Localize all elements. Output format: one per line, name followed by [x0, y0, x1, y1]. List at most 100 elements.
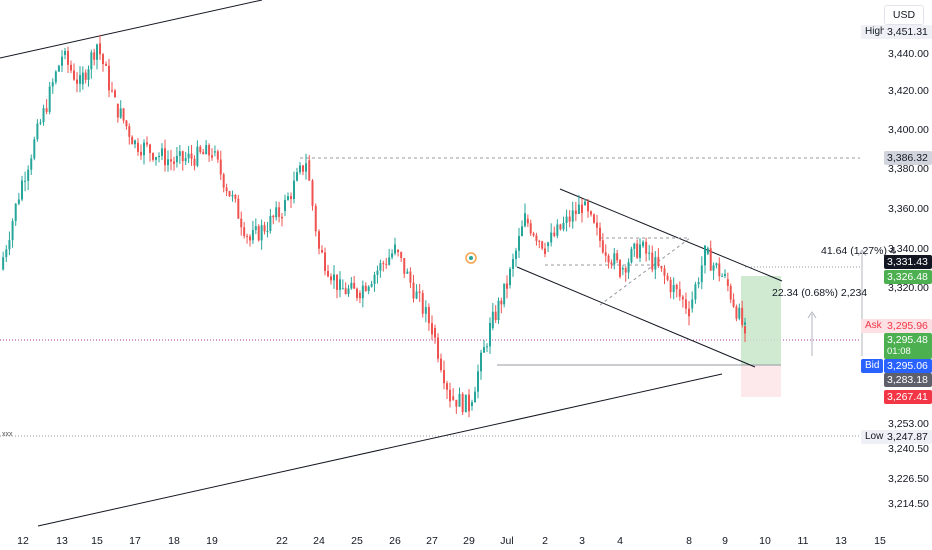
candle-body[interactable] — [403, 257, 406, 274]
candle-body[interactable] — [51, 82, 54, 87]
profit-zone[interactable] — [741, 276, 781, 365]
candle-body[interactable] — [8, 240, 11, 250]
candle-body[interactable] — [437, 337, 439, 359]
candle-body[interactable] — [675, 284, 678, 290]
candle-body[interactable] — [443, 370, 445, 384]
candle-body[interactable] — [541, 241, 544, 249]
candle-body[interactable] — [486, 346, 488, 348]
candle-body[interactable] — [116, 103, 119, 118]
candle-body[interactable] — [190, 153, 193, 159]
candle-body[interactable] — [568, 216, 571, 222]
candle-body[interactable] — [715, 263, 718, 266]
candle-body[interactable] — [556, 224, 559, 236]
candle-body[interactable] — [590, 211, 592, 215]
candle-body[interactable] — [146, 142, 148, 145]
candle-body[interactable] — [691, 299, 694, 309]
candle-body[interactable] — [744, 326, 746, 334]
candle-body[interactable] — [651, 252, 654, 270]
candle-body[interactable] — [452, 396, 455, 400]
candle-body[interactable] — [57, 65, 60, 72]
candle-body[interactable] — [178, 151, 181, 156]
candle-body[interactable] — [45, 108, 48, 112]
candle-body[interactable] — [397, 250, 400, 253]
candle-body[interactable] — [311, 180, 314, 206]
candle-body[interactable] — [284, 199, 286, 211]
candle-body[interactable] — [434, 328, 436, 338]
candle-body[interactable] — [503, 283, 506, 305]
candle-body[interactable] — [314, 205, 317, 232]
candle-body[interactable] — [431, 323, 433, 335]
candle-body[interactable] — [669, 279, 672, 293]
candle-body[interactable] — [208, 145, 211, 156]
candle-body[interactable] — [630, 248, 633, 263]
candle-body[interactable] — [373, 274, 376, 284]
candle-body[interactable] — [90, 52, 93, 70]
candle-body[interactable] — [108, 65, 110, 91]
candle-body[interactable] — [400, 252, 403, 258]
candle-body[interactable] — [624, 268, 627, 273]
candle-body[interactable] — [584, 201, 586, 206]
candle-body[interactable] — [471, 402, 473, 406]
candle-body[interactable] — [421, 292, 424, 314]
candle-body[interactable] — [202, 152, 205, 155]
candle-body[interactable] — [712, 265, 715, 271]
candle-body[interactable] — [697, 282, 700, 285]
candle-body[interactable] — [509, 268, 511, 286]
candle-body[interactable] — [96, 44, 98, 60]
candle-body[interactable] — [489, 322, 491, 347]
candle-body[interactable] — [339, 279, 341, 290]
candle-body[interactable] — [240, 218, 243, 228]
candle-body[interactable] — [704, 245, 706, 266]
candle-body[interactable] — [81, 72, 84, 85]
upper-trendline[interactable] — [0, 0, 263, 59]
candle-body[interactable] — [483, 347, 485, 353]
candle-body[interactable] — [287, 196, 289, 200]
candle-body[interactable] — [526, 218, 529, 224]
candle-body[interactable] — [694, 284, 697, 300]
candle-body[interactable] — [164, 148, 166, 166]
event-marker-icon[interactable] — [465, 252, 477, 264]
candle-body[interactable] — [143, 142, 145, 156]
candle-body[interactable] — [87, 69, 90, 80]
candle-body[interactable] — [732, 299, 735, 307]
candle-body[interactable] — [64, 50, 66, 55]
candle-body[interactable] — [654, 257, 657, 270]
candle-body[interactable] — [48, 86, 51, 112]
candle-body[interactable] — [681, 296, 684, 300]
candle-body[interactable] — [11, 221, 14, 241]
candle-body[interactable] — [347, 288, 350, 295]
candle-body[interactable] — [741, 307, 744, 325]
candle-body[interactable] — [266, 230, 269, 232]
candle-body[interactable] — [102, 54, 104, 65]
candle-body[interactable] — [409, 271, 412, 283]
candle-body[interactable] — [382, 263, 385, 265]
lower-trendline[interactable] — [37, 373, 723, 527]
candle-body[interactable] — [744, 322, 746, 325]
candle-body[interactable] — [175, 155, 178, 163]
candle-body[interactable] — [225, 187, 228, 192]
loss-zone[interactable] — [741, 365, 781, 397]
candle-body[interactable] — [477, 371, 479, 392]
candle-body[interactable] — [639, 244, 641, 258]
candle-body[interactable] — [684, 299, 687, 309]
candle-body[interactable] — [604, 252, 607, 256]
candle-body[interactable] — [657, 257, 660, 267]
candle-body[interactable] — [394, 244, 396, 254]
candle-body[interactable] — [296, 172, 298, 181]
candle-body[interactable] — [726, 279, 729, 286]
candle-body[interactable] — [30, 158, 33, 170]
candle-body[interactable] — [688, 308, 690, 317]
candle-body[interactable] — [358, 292, 361, 299]
candle-body[interactable] — [181, 151, 184, 162]
candle-body[interactable] — [278, 207, 281, 217]
candle-body[interactable] — [491, 311, 494, 328]
candle-body[interactable] — [228, 191, 231, 197]
candle-body[interactable] — [406, 271, 409, 274]
candle-body[interactable] — [187, 153, 190, 159]
candle-body[interactable] — [706, 248, 709, 254]
candle-body[interactable] — [480, 352, 482, 372]
candle-body[interactable] — [627, 262, 630, 273]
candle-body[interactable] — [571, 210, 574, 222]
candle-body[interactable] — [302, 165, 304, 172]
candle-body[interactable] — [128, 126, 131, 137]
